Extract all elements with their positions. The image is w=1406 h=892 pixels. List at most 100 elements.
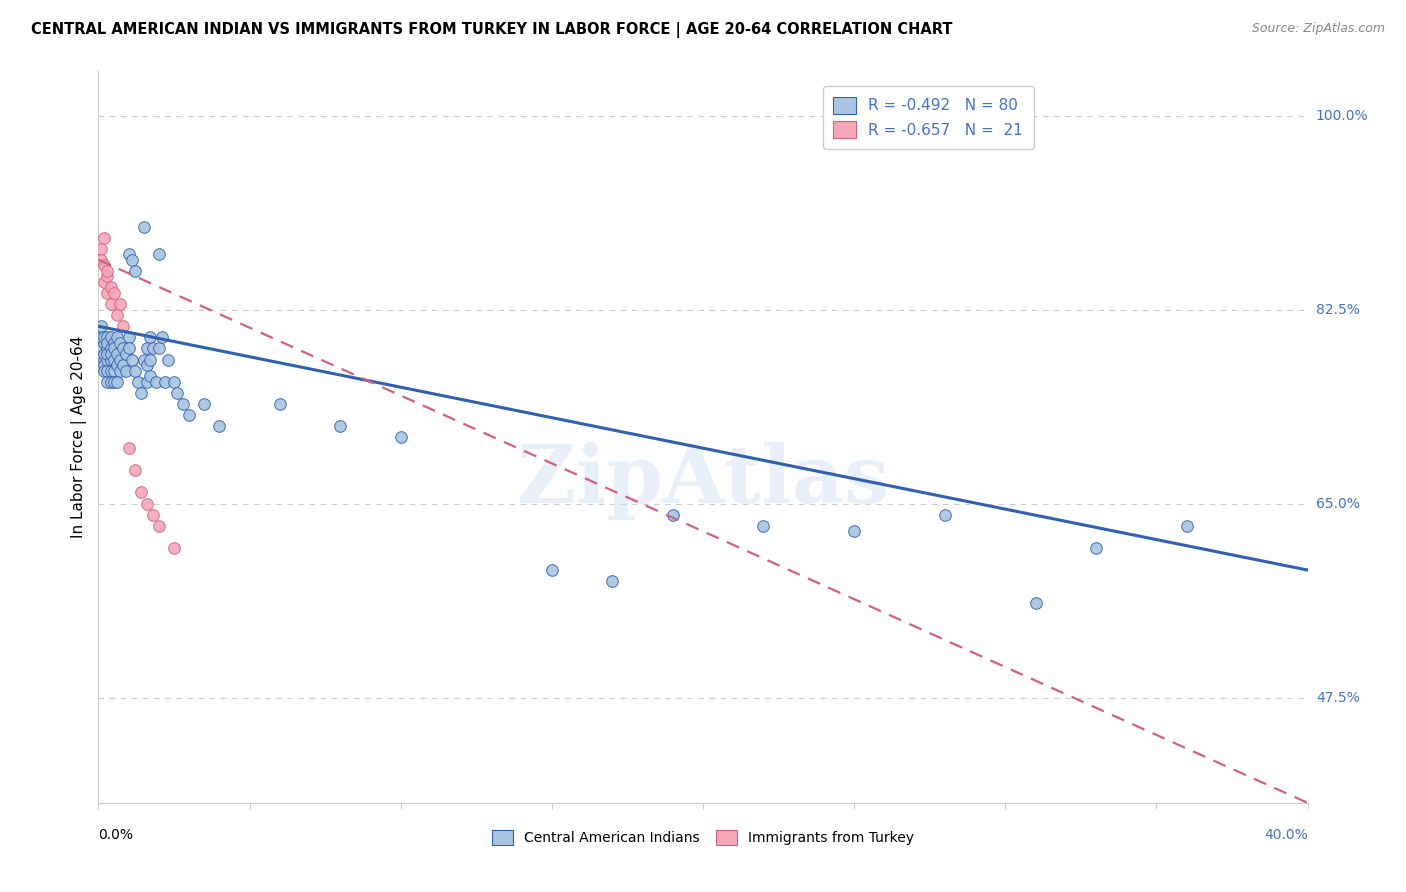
Point [111, 358, 134, 372]
Point [132, 219, 155, 234]
Point [153, 375, 176, 389]
Point [602, 574, 624, 589]
Point [121, 252, 143, 267]
Point [93, 258, 115, 272]
Point [132, 352, 155, 367]
Point [93, 347, 115, 361]
Point [156, 352, 179, 367]
Point [129, 485, 152, 500]
Point [172, 397, 194, 411]
Point [1175, 518, 1198, 533]
Point [105, 375, 128, 389]
Point [163, 541, 186, 555]
Point [329, 419, 352, 434]
Point [163, 375, 186, 389]
Point [135, 497, 157, 511]
Point [103, 335, 125, 350]
Point [96, 330, 118, 344]
Text: 0.0%: 0.0% [98, 828, 134, 842]
Point [96, 363, 118, 377]
Point [142, 342, 165, 356]
Point [1085, 541, 1108, 555]
Point [105, 308, 128, 322]
Point [90, 342, 112, 356]
Point [90, 252, 112, 267]
Point [96, 264, 118, 278]
Text: 82.5%: 82.5% [1316, 302, 1360, 317]
Point [752, 518, 775, 533]
Point [124, 463, 146, 477]
Point [108, 335, 131, 350]
Point [135, 375, 157, 389]
Point [96, 335, 118, 350]
Point [90, 319, 112, 334]
Point [145, 375, 167, 389]
Point [118, 330, 141, 344]
Point [148, 342, 170, 356]
Text: 65.0%: 65.0% [1316, 497, 1360, 510]
Point [118, 342, 141, 356]
Point [90, 242, 112, 256]
Point [108, 297, 131, 311]
Point [193, 397, 215, 411]
Point [93, 230, 115, 244]
Point [100, 297, 122, 311]
Point [103, 352, 125, 367]
Point [208, 419, 231, 434]
Point [96, 352, 118, 367]
Point [93, 330, 115, 344]
Point [142, 508, 165, 522]
Point [93, 358, 115, 372]
Point [139, 330, 162, 344]
Point [103, 375, 125, 389]
Point [179, 408, 201, 422]
Point [103, 285, 125, 300]
Point [150, 330, 173, 344]
Point [96, 342, 118, 356]
Point [166, 385, 188, 400]
Text: 47.5%: 47.5% [1316, 690, 1360, 705]
Text: 100.0%: 100.0% [1316, 109, 1368, 123]
Point [100, 352, 122, 367]
Point [661, 508, 683, 522]
Point [96, 347, 118, 361]
Point [111, 319, 134, 334]
Point [93, 352, 115, 367]
Point [148, 518, 170, 533]
Point [96, 269, 118, 284]
Point [118, 441, 141, 455]
Point [934, 508, 956, 522]
Text: Source: ZipAtlas.com: Source: ZipAtlas.com [1251, 22, 1385, 36]
Point [103, 363, 125, 377]
Text: 40.0%: 40.0% [1264, 828, 1308, 842]
Point [100, 280, 122, 294]
Point [127, 375, 149, 389]
Point [124, 363, 146, 377]
Point [139, 352, 162, 367]
Point [100, 363, 122, 377]
Point [105, 358, 128, 372]
Point [121, 352, 143, 367]
Point [111, 342, 134, 356]
Legend: Central American Indians, Immigrants from Turkey: Central American Indians, Immigrants fro… [486, 824, 920, 851]
Point [96, 285, 118, 300]
Point [105, 347, 128, 361]
Y-axis label: In Labor Force | Age 20-64: In Labor Force | Age 20-64 [72, 336, 87, 538]
Point [540, 563, 562, 577]
Point [105, 330, 128, 344]
Point [93, 335, 115, 350]
Point [389, 430, 412, 444]
Text: ZipAtlas: ZipAtlas [517, 442, 889, 520]
Point [124, 264, 146, 278]
Point [100, 330, 122, 344]
Point [844, 524, 866, 539]
Point [1024, 596, 1046, 610]
Point [135, 358, 157, 372]
Point [90, 330, 112, 344]
Point [118, 247, 141, 261]
Point [93, 363, 115, 377]
Point [108, 363, 131, 377]
Text: CENTRAL AMERICAN INDIAN VS IMMIGRANTS FROM TURKEY IN LABOR FORCE | AGE 20-64 COR: CENTRAL AMERICAN INDIAN VS IMMIGRANTS FR… [31, 22, 952, 38]
Point [100, 347, 122, 361]
Point [96, 375, 118, 389]
